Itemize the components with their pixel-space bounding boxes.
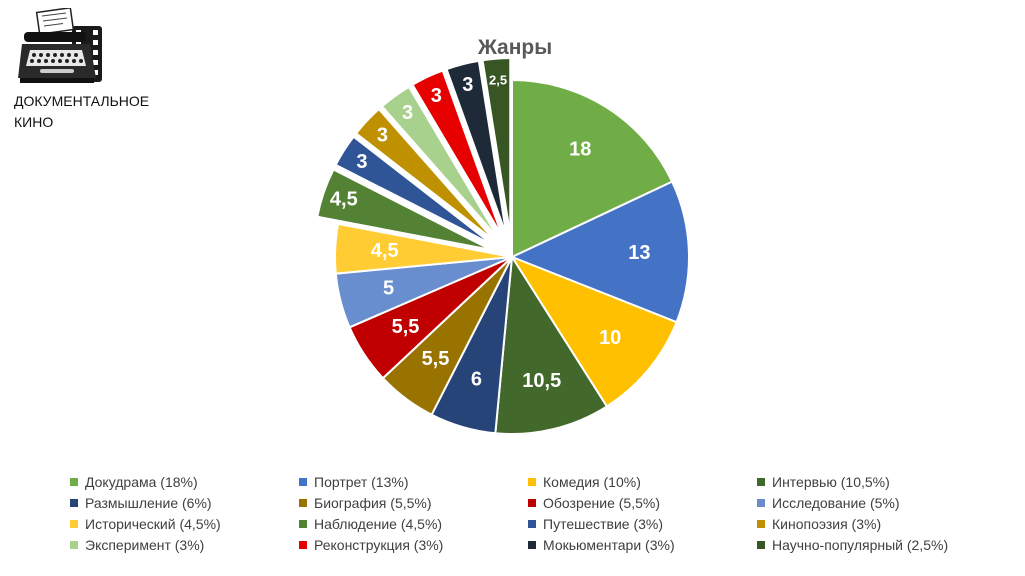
legend-swatch-8	[757, 498, 765, 507]
legend-label-14: Реконструкция (3%)	[314, 536, 444, 553]
legend-item-16: Научно-популярный (2,5%)	[757, 535, 1017, 554]
pie-data-label-4: 10,5	[522, 370, 561, 392]
legend-label-13: Эксперимент (3%)	[85, 536, 205, 553]
pie-data-label-2: 13	[628, 242, 650, 264]
legend-swatch-3	[528, 477, 536, 486]
pie-slice-15	[445, 59, 508, 237]
legend-item-12: Кинопоэзия (3%)	[757, 514, 1017, 533]
legend-label-11: Путешествие (3%)	[543, 515, 664, 532]
legend-item-2: Портрет (13%)	[299, 472, 528, 491]
pie-data-label-15: 3	[462, 74, 473, 96]
legend-swatch-1	[70, 477, 78, 486]
legend-item-3: Комедия (10%)	[528, 472, 757, 491]
pie-data-label-6: 5,5	[422, 348, 450, 370]
legend-swatch-9	[70, 519, 78, 528]
legend-label-4: Интервью (10,5%)	[772, 473, 890, 490]
pie-slice-3	[509, 254, 678, 408]
legend-label-7: Обозрение (5,5%)	[543, 494, 660, 511]
pie-data-label-8: 5	[383, 278, 394, 300]
pie-slice-1	[511, 78, 674, 259]
legend-item-4: Интервью (10,5%)	[757, 472, 1017, 491]
brand-line-2: КИНО	[14, 114, 54, 130]
pie-slice-4	[494, 253, 609, 435]
legend-label-5: Размышление (6%)	[85, 494, 212, 511]
pie-data-label-3: 10	[599, 327, 621, 349]
pie-slice-13	[380, 85, 500, 240]
pie-data-label-7: 5,5	[392, 316, 420, 338]
pie-slice-10	[316, 168, 492, 251]
legend-label-6: Биография (5,5%)	[314, 494, 432, 511]
chart-title: Жанры	[477, 36, 553, 59]
legend-swatch-13	[70, 540, 78, 549]
legend-label-2: Портрет (13%)	[314, 473, 409, 490]
legend-swatch-5	[70, 498, 78, 507]
legend-swatch-6	[299, 498, 307, 507]
pie-data-label-10: 4,5	[330, 188, 358, 210]
legend-swatch-11	[528, 519, 536, 528]
legend-item-5: Размышление (6%)	[70, 493, 299, 512]
pie-slice-12	[354, 107, 497, 243]
legend-label-12: Кинопоэзия (3%)	[772, 515, 882, 532]
pie-slice-9	[334, 222, 513, 275]
legend-swatch-14	[299, 540, 307, 549]
legend-item-10: Наблюдение (4,5%)	[299, 514, 528, 533]
legend-label-15: Мокьюментари (3%)	[543, 536, 675, 553]
legend-item-1: Докудрама (18%)	[70, 472, 299, 491]
pie-slice-14	[411, 69, 504, 238]
pie-data-label-9: 4,5	[371, 240, 399, 262]
typewriter-film-logo-icon	[18, 8, 102, 83]
brand-line-1: ДОКУМЕНТАЛЬНОЕ	[14, 93, 150, 109]
legend-item-11: Путешествие (3%)	[528, 514, 757, 533]
pie-data-label-16: 2,5	[489, 72, 507, 87]
legend-swatch-7	[528, 498, 536, 507]
legend-item-13: Эксперимент (3%)	[70, 535, 299, 554]
pie-data-label-13: 3	[402, 102, 413, 124]
legend-item-8: Исследование (5%)	[757, 493, 1017, 512]
legend-label-1: Докудрама (18%)	[85, 473, 198, 490]
legend-label-10: Наблюдение (4,5%)	[314, 515, 443, 532]
pie-data-label-14: 3	[431, 85, 442, 107]
legend-label-9: Исторический (4,5%)	[85, 515, 221, 532]
legend-swatch-15	[528, 540, 536, 549]
legend-swatch-16	[757, 540, 765, 549]
legend-swatch-2	[299, 477, 307, 486]
brand-label: ДОКУМЕНТАЛЬНОЕ КИНО	[14, 91, 184, 133]
legend-item-6: Биография (5,5%)	[299, 493, 528, 512]
legend-item-7: Обозрение (5,5%)	[528, 493, 757, 512]
legend-swatch-10	[299, 519, 307, 528]
pie-slice-16	[481, 57, 512, 236]
legend-label-8: Исследование (5%)	[772, 494, 900, 511]
legend-item-15: Мокьюментари (3%)	[528, 535, 757, 554]
legend-label-16: Научно-популярный (2,5%)	[772, 536, 949, 553]
legend-label-3: Комедия (10%)	[543, 473, 641, 490]
legend-swatch-4	[757, 477, 765, 486]
pie-data-label-1: 18	[569, 138, 591, 160]
legend-item-9: Исторический (4,5%)	[70, 514, 299, 533]
legend-item-14: Реконструкция (3%)	[299, 535, 528, 554]
pie-slice-2	[509, 180, 690, 324]
pie-data-label-11: 3	[356, 151, 367, 173]
pie-slice-11	[334, 135, 495, 247]
pie-data-label-12: 3	[377, 124, 388, 146]
pie-data-label-5: 6	[471, 368, 482, 390]
chart-legend: Докудрама (18%) Портрет (13%) Комедия (10%…	[70, 472, 1020, 554]
legend-swatch-12	[757, 519, 765, 528]
